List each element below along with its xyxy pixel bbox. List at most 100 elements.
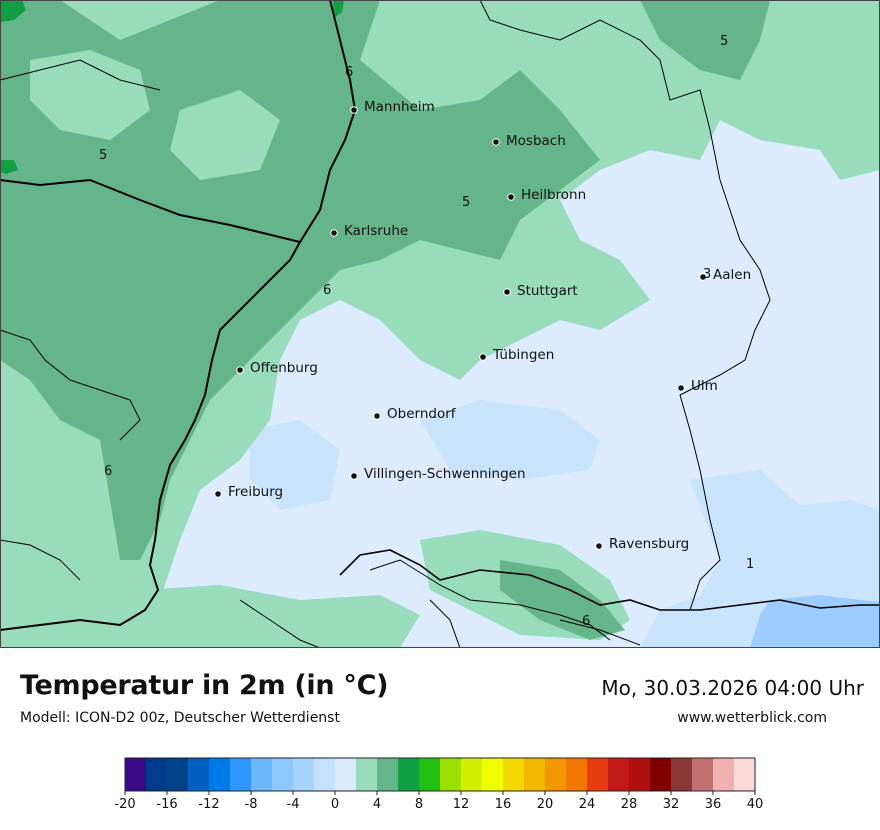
city-dot [330,229,338,237]
legend-ticks: -20 -16 -12 -8 -4 0 4 8 12 16 20 24 28 32 36 40 [114,791,763,812]
legend-frame [124,757,756,792]
isoline-label: 3 [703,267,711,282]
city-label: Ulm [691,378,718,394]
legend-swatch [608,758,630,791]
city-offenburg[interactable]: Offenburg [236,360,318,376]
city-label: Heilbronn [521,187,586,203]
legend-tick-label: -4 [287,797,300,812]
legend-swatches [124,757,756,792]
city-ravensburg[interactable]: Ravensburg [595,536,690,552]
city-tuebingen[interactable]: Tübingen [479,347,555,363]
city-dot [503,288,511,296]
city-label: Ravensburg [609,536,689,552]
isoline-labels: 5 6 5 5 6 3 6 1 6 [99,34,754,629]
city-label: Villingen-Schwenningen [364,466,526,482]
temperature-zone-6-8 [0,0,600,560]
legend-tick-label: -8 [245,797,258,812]
city-aalen[interactable]: Aalen [699,267,751,283]
legend-swatch [545,758,567,791]
city-mannheim[interactable]: Mannheim [350,99,435,115]
legend-swatch [356,758,378,791]
isoline-label: 6 [345,65,353,80]
model-source: Modell: ICON-D2 00z, Deutscher Wetterdie… [20,710,340,726]
legend-swatch [566,758,588,791]
legend-swatch [671,758,693,791]
city-villingen-schwenningen[interactable]: Villingen-Schwenningen [350,466,526,482]
legend-tick-label: 40 [747,797,764,812]
legend-tick-label: 8 [415,797,423,812]
isoline-label: 6 [104,464,112,479]
legend-swatch [146,758,168,791]
temperature-zone-cold [750,595,880,648]
city-dot [595,542,603,550]
legend-swatch [629,758,651,791]
city-freiburg[interactable]: Freiburg [214,484,283,500]
state-border [0,178,302,631]
temperature-zone-8-10 [0,160,18,174]
legend-swatch [293,758,315,791]
legend-swatch [482,758,504,791]
region-border [679,179,771,611]
city-label: Aalen [713,267,751,283]
legend-tick-label: -20 [114,797,135,812]
national-border [339,549,880,611]
city-label: Mosbach [506,133,566,149]
website-link[interactable]: www.wetterblick.com [677,710,827,726]
legend-tick-label: 24 [579,797,596,812]
city-dot [373,412,381,420]
legend-tick-label: 16 [495,797,512,812]
city-heilbronn[interactable]: Heilbronn [507,187,586,203]
legend-swatch [335,758,357,791]
city-mosbach[interactable]: Mosbach [492,133,566,149]
temperature-zone-0-2 [420,400,600,480]
city-dot [214,490,222,498]
legend-swatch [272,758,294,791]
city-dot [236,366,244,374]
city-label: Stuttgart [517,283,578,299]
temperature-zone-4-6-inner [30,50,150,140]
city-oberndorf[interactable]: Oberndorf [373,406,457,422]
legend-swatch [251,758,273,791]
legend-swatch [377,758,399,791]
borders [0,0,880,648]
city-dot [492,138,500,146]
legend-tick-label: -16 [156,797,177,812]
city-karlsruhe[interactable]: Karlsruhe [330,223,409,239]
legend-swatch [524,758,546,791]
city-label: Tübingen [492,347,554,363]
region-border [0,59,161,91]
isoline-label: 5 [462,195,470,210]
legend-swatch [167,758,189,791]
city-dot [507,193,515,201]
legend-swatch [419,758,441,791]
legend-tick-label: 36 [705,797,722,812]
legend-swatch [713,758,735,791]
city-label: Freiburg [228,484,283,500]
legend-swatch [692,758,714,791]
city-stuttgart[interactable]: Stuttgart [503,283,578,299]
isoline-label: 5 [720,34,728,49]
legend-tick-label: 20 [537,797,554,812]
city-label: Oberndorf [387,406,457,422]
weather-map: Mannheim Mosbach Heilbronn Karlsruhe Aal… [0,0,880,648]
isoline-label: 6 [582,614,590,629]
city-ulm[interactable]: Ulm [677,378,718,394]
legend-tick-label: -12 [198,797,219,812]
temperature-zone-8-10 [333,0,344,18]
region-border [239,599,321,648]
isoline-label: 6 [323,283,331,298]
legend-swatch [461,758,483,791]
city-dot [350,472,358,480]
temperature-zone-0-2 [250,420,340,510]
city-markers: Mannheim Mosbach Heilbronn Karlsruhe Aal… [214,99,751,552]
region-border [429,599,461,648]
temperature-zone-4-6 [120,585,420,648]
legend-swatch [650,758,672,791]
legend-swatch [188,758,210,791]
legend-swatch [209,758,231,791]
city-dot [699,273,707,281]
region-border [559,619,641,646]
isoline-label: 1 [746,557,754,572]
city-dot [350,106,358,114]
legend-tick-label: 0 [331,797,339,812]
